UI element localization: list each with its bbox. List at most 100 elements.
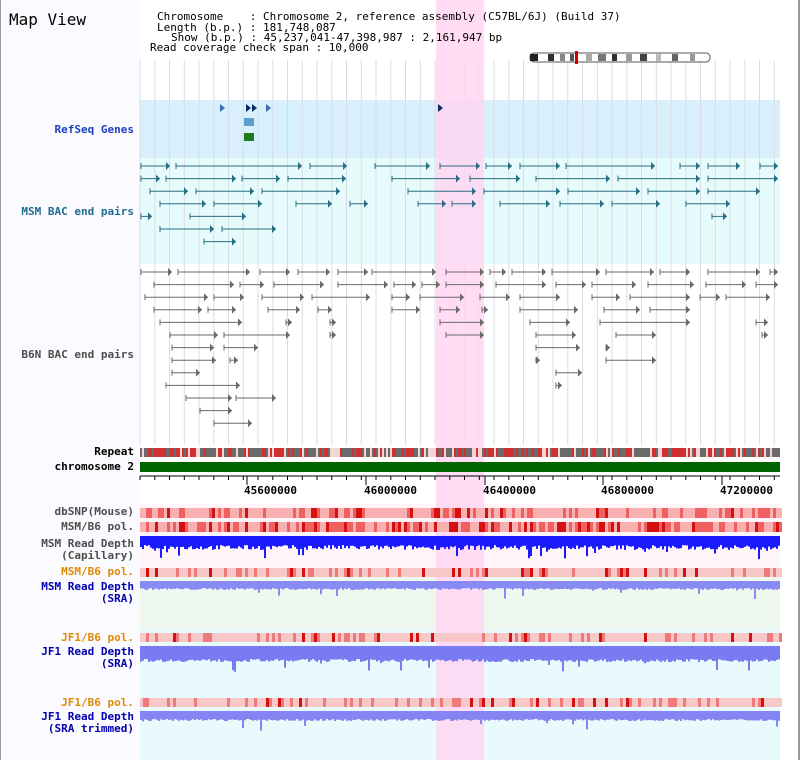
polymorphism-segment xyxy=(248,633,251,642)
polymorphism-segment xyxy=(581,698,584,707)
depth-bar xyxy=(320,536,322,549)
depth-bar xyxy=(552,536,554,549)
track-label-jf1-pol-1[interactable]: JF1/B6 pol. xyxy=(61,631,134,644)
track-label-jf1-depth-trimmed[interactable]: JF1 Read Depth xyxy=(41,710,134,723)
polymorphism-segment xyxy=(269,568,272,577)
depth-bar xyxy=(520,646,522,662)
polymorphism-segment xyxy=(257,508,260,518)
polymorphism-segment xyxy=(704,508,707,518)
depth-bar xyxy=(682,711,684,720)
repeat-segment xyxy=(260,448,262,457)
polymorphism-segment xyxy=(602,522,605,532)
repeat-segment xyxy=(354,448,356,457)
polymorphism-segment xyxy=(242,508,245,518)
polymorphism-segment xyxy=(650,568,653,577)
polymorphism-segment xyxy=(644,568,647,577)
gene-glyph xyxy=(220,104,225,112)
depth-bar xyxy=(774,646,776,661)
depth-bar xyxy=(286,536,288,546)
depth-bar xyxy=(222,646,224,662)
polymorphism-segment xyxy=(503,522,506,532)
depth-bar xyxy=(234,646,236,672)
track-label-jf1-pol-2[interactable]: JF1/B6 pol. xyxy=(61,696,134,709)
depth-bar xyxy=(702,581,704,590)
repeat-segment xyxy=(556,448,558,457)
polymorphism-segment xyxy=(707,522,710,532)
depth-bar xyxy=(244,646,246,660)
polymorphism-segment xyxy=(536,633,539,642)
depth-bar xyxy=(700,646,702,660)
b6n-pair-arrow xyxy=(616,293,620,302)
depth-bar xyxy=(556,581,558,589)
polymorphism-segment xyxy=(263,633,266,642)
depth-bar xyxy=(696,646,698,660)
polymorphism-segment xyxy=(623,522,626,532)
depth-bar xyxy=(192,581,194,590)
depth-bar xyxy=(572,536,574,548)
polymorphism-segment xyxy=(332,633,335,642)
depth-bar xyxy=(424,536,426,548)
polymorphism-segment xyxy=(725,508,728,518)
repeat-segment xyxy=(326,448,328,457)
track-label-b6n-bac[interactable]: B6N BAC end pairs xyxy=(21,348,134,361)
polymorphism-segment xyxy=(206,508,209,518)
track-label-dbsnp[interactable]: dbSNP(Mouse) xyxy=(54,505,134,518)
depth-bar xyxy=(738,646,740,662)
depth-bar xyxy=(176,646,178,661)
msm-pair-arrow xyxy=(726,199,730,208)
depth-bar xyxy=(474,581,476,589)
track-label-jf1-depth-sra[interactable]: JF1 Read Depth xyxy=(41,645,134,658)
polymorphism-segment xyxy=(242,633,245,642)
polymorphism-segment xyxy=(605,633,608,642)
polymorphism-segment xyxy=(668,633,671,642)
repeat-segment xyxy=(282,448,284,457)
polymorphism-segment xyxy=(299,698,302,707)
depth-bar xyxy=(596,581,598,590)
depth-bar xyxy=(456,536,458,557)
polymorphism-segment xyxy=(578,522,581,532)
depth-bar xyxy=(650,536,652,549)
depth-bar xyxy=(588,646,590,660)
track-label-msm-pol-1[interactable]: MSM/B6 pol. xyxy=(61,520,134,533)
track-label-msm-depth-sra[interactable]: MSM Read Depth xyxy=(41,580,134,593)
repeat-segment xyxy=(742,448,744,457)
polymorphism-segment xyxy=(401,508,404,518)
repeat-segment xyxy=(652,448,654,457)
repeat-segment xyxy=(734,448,736,457)
polymorphism-segment xyxy=(191,522,194,532)
polymorphism-segment xyxy=(470,522,473,532)
depth-bar xyxy=(342,711,344,721)
track-label-msm-pol-2[interactable]: MSM/B6 pol. xyxy=(61,565,134,578)
polymorphism-segment xyxy=(650,522,653,532)
depth-bar xyxy=(648,646,650,662)
depth-bar xyxy=(400,581,402,590)
polymorphism-segment xyxy=(173,633,176,642)
repeat-segment xyxy=(642,448,644,457)
polymorphism-segment xyxy=(368,568,371,577)
msm-pair-arrow xyxy=(202,199,206,208)
depth-bar xyxy=(614,711,616,721)
track-label-msm-depth-capillary[interactable]: MSM Read Depth xyxy=(41,537,134,550)
polymorphism-segment xyxy=(674,698,677,707)
polymorphism-segment xyxy=(161,633,164,642)
repeat-segment xyxy=(412,448,414,457)
repeat-segment xyxy=(444,448,446,457)
track-label-msm-bac[interactable]: MSM BAC end pairs xyxy=(21,205,134,218)
polymorphism-segment xyxy=(290,698,293,707)
depth-bar xyxy=(228,581,230,590)
polymorphism-segment xyxy=(473,568,476,577)
polymorphism-segment xyxy=(515,522,518,532)
polymorphism-segment xyxy=(698,508,701,518)
polymorphism-segment xyxy=(647,508,650,518)
depth-bar xyxy=(180,581,182,590)
depth-bar xyxy=(256,711,258,721)
msm-pair-arrow xyxy=(636,187,640,196)
repeat-segment xyxy=(362,448,364,457)
depth-bar xyxy=(348,711,350,721)
polymorphism-segment xyxy=(329,633,332,642)
polymorphism-segment xyxy=(635,698,638,707)
depth-bar xyxy=(774,581,776,590)
track-label-refseq[interactable]: RefSeq Genes xyxy=(54,123,134,136)
repeat-segment xyxy=(218,448,220,457)
